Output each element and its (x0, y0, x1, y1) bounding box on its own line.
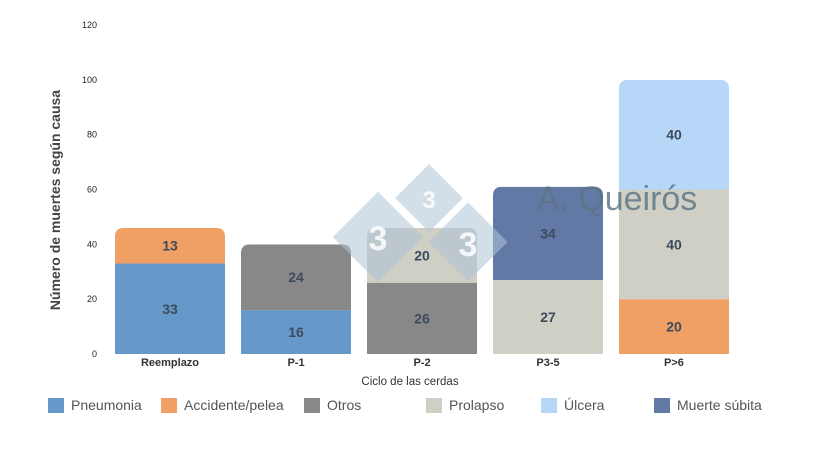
legend-label: Accidente/pelea (184, 397, 284, 413)
category-label: P-2 (413, 357, 430, 369)
y-tick-label: 120 (82, 20, 97, 30)
legend-swatch (48, 397, 64, 413)
bar-stack (115, 227, 225, 354)
bar-value-label: 33 (162, 301, 178, 317)
bar-segment (619, 189, 729, 300)
bar-stack (493, 186, 603, 354)
bar-segment (493, 279, 603, 354)
bar-value-label: 20 (414, 247, 430, 263)
bar-segment (493, 186, 603, 280)
legend-swatch (654, 397, 670, 413)
legend-label: Prolapso (449, 397, 505, 413)
bar-value-label: 20 (666, 319, 682, 335)
y-tick-label: 100 (82, 75, 97, 85)
category-label: P-1 (287, 357, 304, 369)
y-axis-title: Número de muertes según causa (47, 90, 63, 310)
y-axis-ticks: 0 20 40 60 80 100 120 (82, 20, 97, 359)
bar-segment (115, 227, 225, 264)
legend-item: Otros (304, 397, 361, 413)
legend-label: Muerte súbita (677, 397, 762, 413)
bar-value-label: 34 (540, 225, 556, 241)
y-tick-label: 80 (87, 130, 97, 140)
legend-swatch (161, 397, 177, 413)
legend-swatch (541, 397, 557, 413)
legend-swatch (304, 397, 320, 413)
legend-item: Pneumonia (48, 397, 142, 413)
bar-value-label: 27 (540, 309, 556, 325)
bar-value-label: 16 (288, 324, 304, 340)
bar-value-label: 26 (414, 310, 430, 326)
bar-value-label: 24 (288, 269, 304, 285)
bar-value-label: 13 (162, 238, 178, 254)
bar-segment (241, 244, 351, 311)
y-tick-label: 40 (87, 239, 97, 249)
bar-stack (241, 244, 351, 354)
bar-stack (619, 79, 729, 354)
bar-value-label: 40 (666, 236, 682, 252)
legend-item: Muerte súbita (654, 397, 762, 413)
bar-segment (115, 263, 225, 354)
legend-item: Accidente/pelea (161, 397, 284, 413)
y-tick-label: 0 (92, 349, 97, 359)
bar-segment (619, 79, 729, 190)
bar-segment (619, 299, 729, 354)
legend-item: Prolapso (426, 397, 504, 413)
legend-label: Otros (327, 397, 362, 413)
bar-segment (367, 282, 477, 354)
legend-label: Pneumonia (71, 397, 142, 413)
category-label: P3-5 (536, 357, 559, 369)
category-labels: Reemplazo P-1 P-2 P3-5 P>6 (141, 357, 684, 369)
bar-segment (241, 310, 351, 354)
category-label: P>6 (664, 357, 684, 369)
legend-label: Úlcera (564, 397, 605, 413)
legend-item: Úlcera (541, 397, 604, 413)
x-axis-title: Ciclo de las cerdas (361, 376, 458, 388)
y-tick-label: 20 (87, 294, 97, 304)
legend-swatch (426, 397, 442, 413)
bars (115, 79, 729, 354)
category-label: Reemplazo (141, 357, 199, 369)
y-tick-label: 60 (87, 185, 97, 195)
value-labels: 33 13 16 24 26 20 27 34 20 40 40 (162, 127, 682, 340)
bar-value-label: 40 (666, 127, 682, 143)
legend: Pneumonia Accidente/pelea Otros Prolapso Úlc… (0, 397, 820, 419)
